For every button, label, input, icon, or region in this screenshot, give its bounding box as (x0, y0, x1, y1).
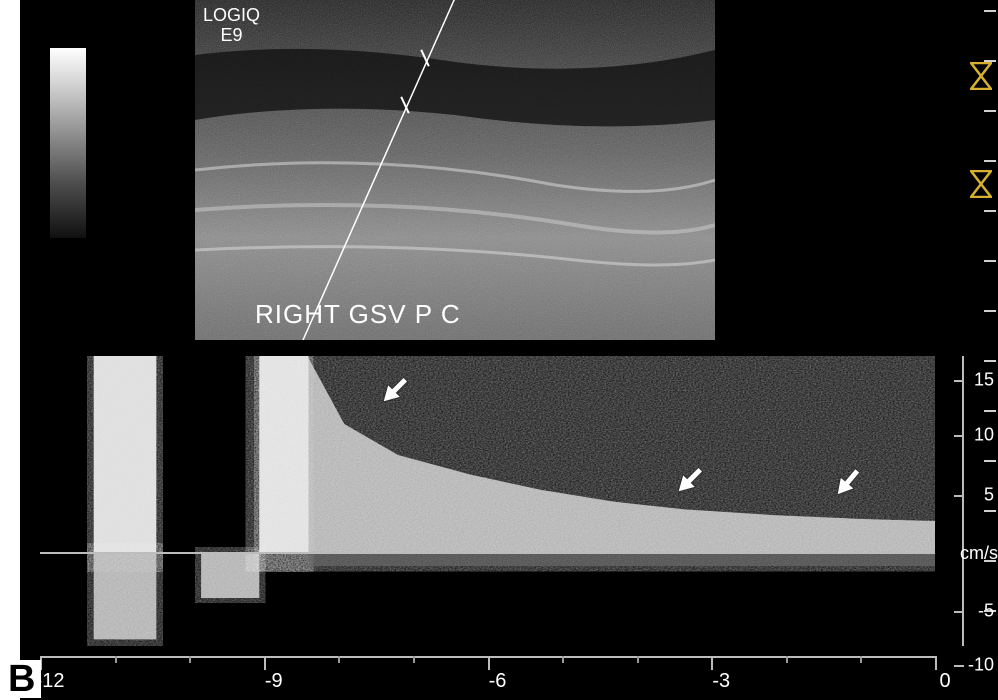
grayscale-bar (50, 48, 86, 238)
depth-tick (984, 160, 996, 162)
doppler-baseline (40, 552, 935, 554)
time-tick-minor (413, 656, 415, 663)
velocity-tick (954, 380, 964, 382)
depth-tick (984, 10, 996, 12)
depth-markers (966, 0, 996, 700)
velocity-axis-line (962, 356, 964, 646)
velocity-tick (954, 611, 964, 613)
time-axis: -12-9-6-30 (40, 656, 935, 692)
time-tick-minor (860, 656, 862, 663)
velocity-tick (954, 665, 964, 667)
time-tick-minor (562, 656, 564, 663)
velocity-tick-label: 5 (984, 485, 994, 506)
focal-zone-icon (970, 62, 992, 90)
annotation-arrow-icon (827, 461, 869, 503)
time-tick-major (488, 656, 490, 670)
velocity-tick (954, 495, 964, 497)
time-tick-major (935, 656, 937, 670)
depth-tick (984, 510, 996, 512)
time-tick-label: -3 (712, 670, 730, 693)
focal-zone-icon (970, 170, 992, 198)
velocity-tick-label: 10 (974, 425, 994, 446)
time-tick-minor (637, 656, 639, 663)
bmode-image: LOGIQ E9 RIGHT GSV P C (195, 0, 715, 340)
time-tick-major (264, 656, 266, 670)
depth-tick (984, 410, 996, 412)
depth-tick (984, 210, 996, 212)
velocity-tick-label: -10 (968, 655, 994, 676)
velocity-tick (954, 435, 964, 437)
depth-tick (984, 360, 996, 362)
doppler-spectrum (40, 356, 935, 646)
velocity-tick-label: -5 (978, 601, 994, 622)
device-label: LOGIQ E9 (203, 6, 260, 46)
time-tick-minor (786, 656, 788, 663)
time-tick-minor (338, 656, 340, 663)
velocity-tick-label: 15 (974, 370, 994, 391)
time-tick-major (711, 656, 713, 670)
left-white-strip (0, 0, 20, 700)
annotation-arrow-icon (669, 459, 711, 501)
time-tick-minor (115, 656, 117, 663)
depth-tick (984, 310, 996, 312)
panel-letter: B (2, 660, 41, 698)
time-tick-label: -9 (265, 670, 283, 693)
time-tick-minor (189, 656, 191, 663)
bmode-svg (195, 0, 715, 340)
depth-tick (984, 460, 996, 462)
depth-tick (984, 110, 996, 112)
velocity-unit-label: cm/s (960, 543, 998, 564)
depth-tick (984, 260, 996, 262)
anatomy-label: RIGHT GSV P C (255, 299, 461, 330)
annotation-arrow-icon (374, 369, 416, 411)
time-tick-label: -6 (489, 670, 507, 693)
time-tick-label: 0 (939, 670, 950, 693)
